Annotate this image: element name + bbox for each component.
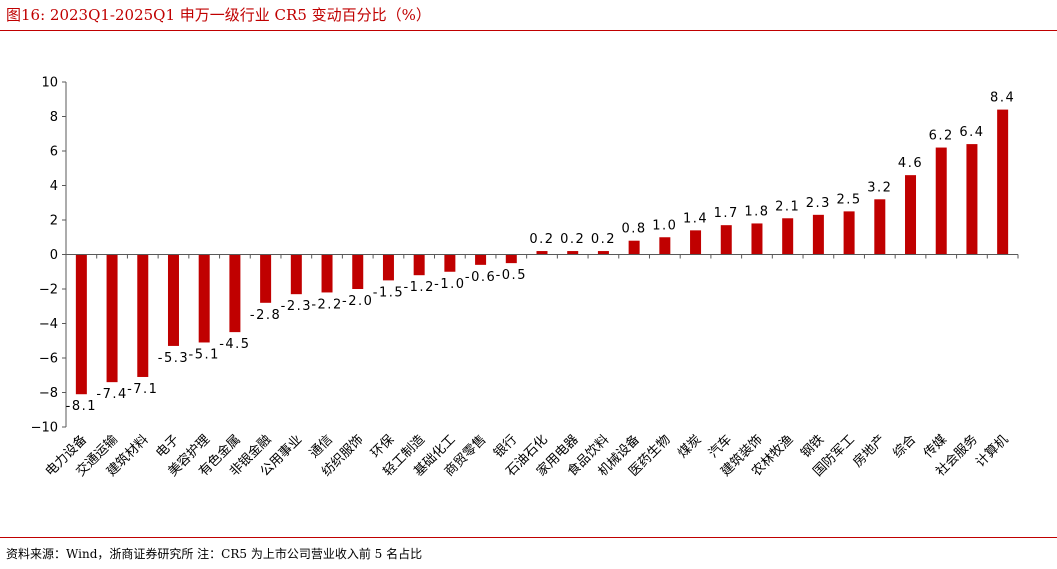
y-tick-label: 6 (50, 145, 58, 160)
value-label: 3.2 (867, 180, 892, 195)
bar-石油石化 (536, 251, 548, 255)
y-tick-label: −2 (39, 283, 58, 298)
bar-医药生物 (659, 237, 671, 255)
value-label: -5.3 (158, 351, 189, 366)
value-label: -4.5 (219, 337, 250, 352)
y-tick-label: 2 (50, 214, 58, 229)
y-tick-label: 8 (50, 110, 58, 125)
value-label: -1.5 (373, 285, 404, 300)
footer-divider (0, 537, 1057, 538)
value-label: 4.6 (898, 156, 923, 171)
bar-房地产 (874, 199, 886, 255)
value-label: -1.0 (434, 277, 465, 292)
bar-建筑装饰 (751, 223, 763, 255)
bar-有色金属 (229, 254, 241, 333)
value-label: 2.1 (775, 199, 800, 214)
category-label: 综合 (890, 432, 919, 461)
bar-汽车 (720, 225, 732, 255)
value-label: -0.6 (465, 270, 496, 285)
value-label: -7.4 (96, 387, 127, 402)
y-tick-label: 0 (50, 248, 58, 263)
value-label: 0.8 (622, 222, 647, 237)
bar-轻工制造 (413, 254, 425, 276)
bar-社会服务 (966, 144, 978, 255)
value-label: 0.2 (529, 232, 554, 247)
bar-商贸零售 (475, 254, 487, 265)
value-label: 2.3 (806, 196, 831, 211)
bar-建筑材料 (137, 254, 149, 377)
value-labels: -8.1-7.4 -7.1 -5.3 -5.1-4.5-2.8-2.3 -2.2 -2.0… (66, 91, 1015, 415)
bar-农林牧渔 (782, 218, 794, 255)
source-note: 资料来源：Wind，浙商证券研究所 注：CR5 为上市公司营业收入前 5 名占比 (6, 547, 423, 561)
value-label: 8.4 (990, 91, 1015, 106)
value-label: -2.0 (342, 294, 373, 309)
value-label: -0.5 (496, 268, 527, 283)
y-tick-label: −6 (39, 352, 58, 367)
bar-计算机 (997, 109, 1009, 255)
value-label: 1.4 (683, 211, 708, 226)
bar-通信 (321, 254, 333, 293)
value-label: 0.2 (591, 232, 616, 247)
value-label: 1.0 (652, 218, 677, 233)
y-tick-label: 10 (41, 76, 58, 91)
value-label: 1.7 (714, 206, 739, 221)
value-label: 0.2 (560, 232, 585, 247)
bar-公用事业 (290, 254, 302, 295)
value-label: 6.2 (929, 129, 954, 144)
bar-交通运输 (106, 254, 118, 383)
value-label: -8.1 (66, 399, 97, 414)
bar-传媒 (935, 147, 947, 255)
category-label: 计算机 (973, 432, 1011, 470)
y-tick-label: −10 (31, 421, 58, 436)
x-axis (65, 254, 1019, 259)
category-label: 煤炭 (675, 432, 704, 461)
bar-美容护理 (198, 254, 210, 343)
bar-国防军工 (843, 211, 855, 255)
bar-环保 (382, 254, 394, 281)
bar-纺织服饰 (352, 254, 364, 289)
value-label: -2.2 (311, 297, 342, 312)
value-label: 1.8 (744, 204, 769, 219)
bar-基础化工 (444, 254, 456, 272)
y-tick-label: 4 (50, 179, 58, 194)
value-label: -2.3 (281, 299, 312, 314)
value-label: -2.8 (250, 308, 281, 323)
bar-电子 (167, 254, 179, 346)
title-divider (0, 30, 1057, 31)
bars (75, 109, 1009, 395)
value-label: -7.1 (127, 382, 158, 397)
y-tick-label: −4 (39, 317, 58, 332)
y-tick-label: −8 (39, 386, 58, 401)
bar-机械设备 (628, 240, 640, 255)
bar-非银金融 (260, 254, 272, 303)
y-axis: −10 −8 −6 −4 −2 0 2 4 6 8 10 (31, 76, 67, 436)
bar-煤炭 (690, 230, 702, 255)
value-label: 2.5 (837, 192, 862, 207)
value-label: 6.4 (959, 125, 984, 140)
bar-电力设备 (75, 254, 87, 395)
bar-家用电器 (567, 251, 579, 255)
value-label: -5.1 (189, 347, 220, 362)
bar-钢铁 (812, 214, 824, 255)
bar-综合 (905, 175, 917, 255)
value-label: -1.2 (403, 280, 434, 295)
category-label: 房地产 (850, 432, 889, 471)
bar-食品饮料 (597, 251, 609, 255)
chart-title: 图16: 2023Q1-2025Q1 申万一级行业 CR5 变动百分比（%） (6, 6, 431, 24)
bar-银行 (505, 254, 517, 264)
